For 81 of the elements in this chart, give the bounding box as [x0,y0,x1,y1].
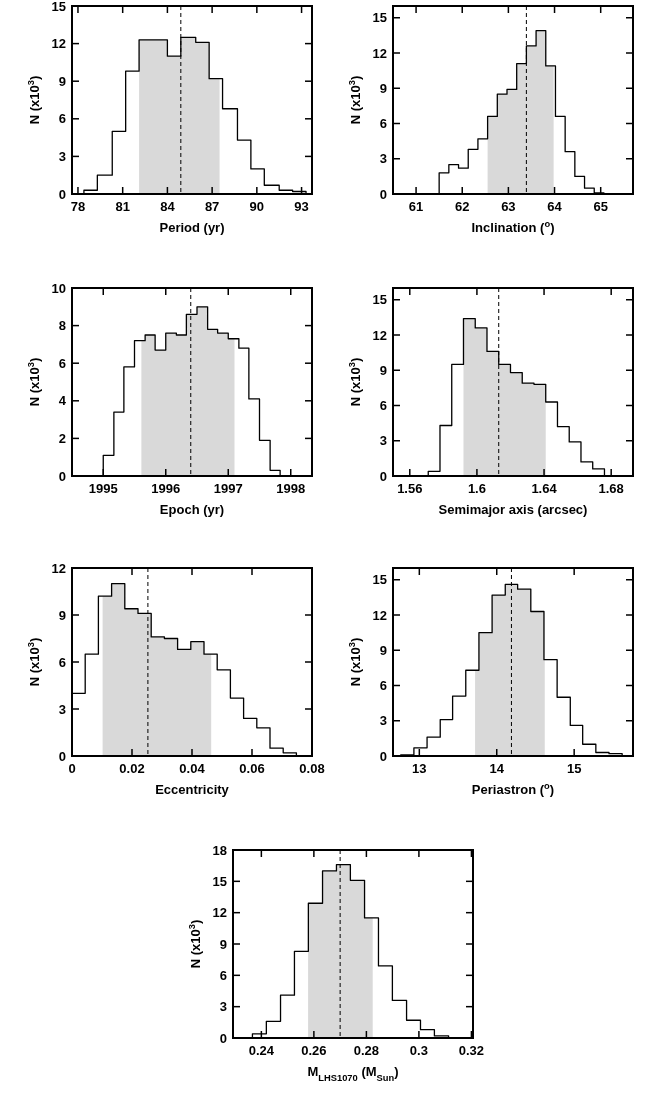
x-axis-title: Semimajor axis (arcsec) [438,502,588,517]
x-tick-label: 65 [593,199,608,214]
x-tick-label: 14 [489,761,505,776]
y-tick-label: 9 [379,80,387,96]
x-tick-label: 93 [294,199,309,214]
y-tick-label: 6 [379,398,387,413]
y-tick-label: 3 [379,151,387,167]
x-tick-label: 1.64 [531,481,558,496]
y-tick-label: 15 [372,572,387,588]
y-tick-label: 3 [379,713,387,729]
x-tick-label: 62 [455,199,470,214]
y-tick-label: 3 [379,433,387,449]
y-tick-label: 0 [379,468,387,484]
y-tick-label: 6 [219,967,227,983]
x-tick-label: 1996 [151,481,181,496]
y-tick-label: 6 [58,654,66,670]
y-tick-label: 15 [212,873,227,889]
x-axis-title: Eccentricity [155,782,230,797]
y-tick-label: 0 [379,186,387,202]
y-tick-label: 9 [379,362,387,378]
x-tick-label: 0 [68,761,76,776]
x-tick-label: 84 [160,199,176,214]
x-tick-label: 0.02 [119,761,145,776]
y-tick-label: 12 [372,45,387,61]
y-tick-label: 6 [379,116,387,131]
x-axis-title: Inclination ($^{o}$) [471,219,555,235]
x-tick-label: 1.56 [397,481,423,496]
x-axis-title: Periastron ($^{o}$) [471,781,555,797]
y-tick-label: 15 [51,0,66,14]
y-tick-label: 10 [51,280,66,296]
y-tick-label: 18 [212,842,227,858]
y-tick-label: 0 [219,1030,227,1046]
x-tick-label: 0.08 [299,761,325,776]
y-tick-label: 6 [58,111,66,127]
x-tick-label: 0.06 [239,761,265,776]
y-tick-label: 12 [212,905,227,921]
y-tick-label: 3 [58,148,66,164]
y-tick-label: 9 [58,73,66,89]
x-tick-label: 0.32 [458,1043,485,1058]
y-tick-label: 9 [219,936,227,952]
x-axis-title: Period (yr) [159,220,225,235]
y-tick-label: 6 [379,678,387,693]
y-tick-label: 6 [58,355,66,371]
x-tick-label: 61 [408,199,424,214]
y-tick-label: 0 [58,748,66,764]
x-tick-label: 1.6 [467,481,486,496]
x-tick-label: 13 [412,761,427,776]
y-tick-label: 15 [372,10,387,26]
x-tick-label: 0.24 [248,1043,275,1058]
y-tick-label: 4 [58,393,67,409]
x-tick-label: 64 [547,199,563,214]
x-tick-label: 0.04 [179,761,206,776]
x-tick-label: 1.68 [598,481,624,496]
x-tick-label: 87 [204,199,220,214]
y-tick-label: 12 [51,36,66,52]
y-tick-label: 0 [58,186,66,202]
y-tick-label: 12 [372,607,387,623]
x-tick-label: 1997 [213,481,243,496]
x-tick-label: 81 [115,199,130,214]
y-tick-label: 3 [219,999,227,1015]
y-tick-label: 3 [58,701,66,717]
x-tick-label: 1995 [88,481,118,496]
y-tick-label: 0 [58,468,66,484]
x-tick-label: 0.26 [301,1043,327,1058]
x-tick-label: 1998 [276,481,306,496]
y-tick-label: 8 [58,318,66,334]
x-axis-title: Epoch (yr) [159,502,225,517]
y-tick-label: 9 [58,607,66,623]
x-tick-label: 90 [249,199,265,214]
x-axis-title: M$_{LHS1070}$ (M$_{Sun}$) [307,1064,399,1083]
x-tick-label: 0.3 [409,1043,428,1058]
x-tick-label: 78 [70,199,86,214]
y-tick-label: 12 [372,327,387,343]
y-tick-label: 0 [379,748,387,764]
x-tick-label: 63 [501,199,516,214]
y-tick-label: 2 [58,430,66,446]
x-tick-label: 15 [566,761,582,776]
y-tick-label: 9 [379,642,387,658]
x-tick-label: 0.28 [353,1043,380,1058]
y-tick-label: 12 [51,560,66,576]
y-tick-label: 15 [372,292,387,308]
